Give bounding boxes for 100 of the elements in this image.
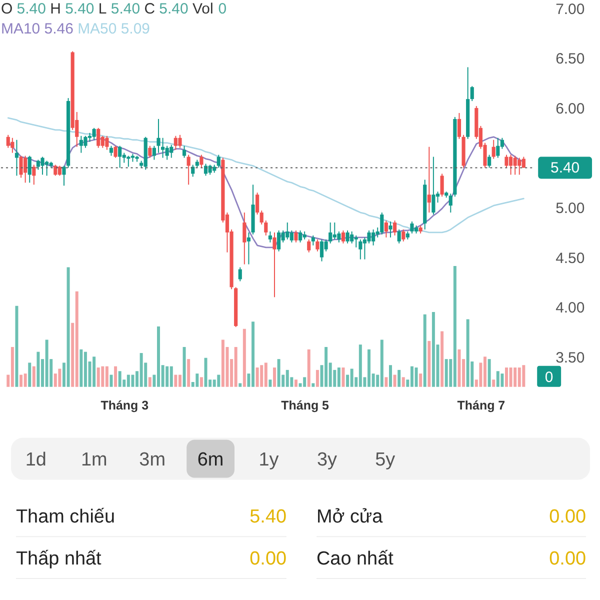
bar — [273, 368, 276, 387]
bar — [398, 370, 401, 387]
bar — [419, 374, 422, 387]
candlestick — [40, 156, 44, 176]
ref-line-label: 5.40 — [550, 160, 580, 177]
bar — [126, 374, 130, 387]
candlestick — [427, 146, 431, 214]
bar — [393, 374, 396, 387]
bar — [496, 371, 500, 387]
bar — [312, 383, 315, 387]
bar — [36, 352, 40, 387]
bar — [522, 365, 526, 387]
candlestick — [328, 222, 332, 244]
text: Tham chiếu — [16, 506, 116, 528]
candlestick — [286, 222, 290, 240]
candlestick — [362, 236, 367, 260]
candlestick — [402, 228, 406, 242]
bar — [196, 374, 199, 387]
bar — [440, 331, 444, 387]
candlestick — [118, 145, 122, 168]
candlestick — [290, 230, 294, 243]
candlestick — [186, 154, 190, 186]
text: 5.40 — [250, 506, 287, 528]
candlestick — [508, 154, 513, 176]
category-label: 6m — [197, 450, 224, 471]
bar — [140, 353, 143, 387]
candlestick — [148, 145, 152, 158]
bar — [337, 368, 340, 387]
candlestick — [246, 232, 251, 265]
candlestick — [19, 155, 23, 178]
bar — [342, 368, 345, 387]
candlestick — [496, 137, 500, 158]
x-tick-label: Tháng 5 — [281, 398, 330, 412]
bar — [28, 362, 32, 387]
candlestick — [6, 134, 10, 148]
candlestick — [320, 238, 324, 262]
bar — [20, 374, 23, 387]
bar — [110, 374, 113, 387]
bar — [234, 346, 238, 387]
category-label: 3m — [139, 450, 166, 471]
category-label: 1y — [258, 450, 280, 471]
bar — [217, 374, 220, 387]
candlestick — [432, 156, 436, 216]
y-tick-label: 3.50 — [556, 349, 585, 366]
candlestick — [518, 157, 522, 176]
bar — [350, 368, 354, 387]
bar — [15, 306, 18, 387]
candlestick — [388, 221, 392, 238]
candlestick — [316, 238, 320, 252]
bar — [380, 340, 384, 387]
category-label: 1m — [80, 450, 108, 471]
bar — [303, 377, 306, 387]
text: O 5.40 H 5.40 L 5.40 C 5.40 Vol 0 — [1, 0, 227, 18]
candlestick — [36, 159, 40, 170]
bar — [388, 365, 392, 387]
bar — [166, 366, 169, 387]
bar — [148, 377, 152, 387]
candlestick — [62, 165, 66, 186]
candlestick — [178, 134, 182, 148]
bar — [92, 356, 96, 387]
candlestick — [165, 145, 169, 160]
text: Thấp nhất — [16, 548, 102, 570]
bar — [518, 368, 521, 387]
bar — [423, 314, 426, 387]
bar — [432, 312, 435, 387]
line-series — [7, 117, 524, 234]
candlestick — [264, 220, 268, 236]
bar — [131, 374, 134, 387]
bar — [466, 319, 470, 387]
y-tick-label: 5.00 — [556, 200, 585, 218]
candlestick — [307, 238, 311, 253]
bar — [402, 377, 405, 387]
bar — [307, 349, 310, 387]
bar — [260, 365, 264, 387]
candlestick — [170, 144, 174, 158]
candlestick — [200, 154, 204, 168]
bar — [256, 368, 259, 387]
candlestick — [152, 145, 156, 160]
text: 0 — [544, 368, 554, 386]
bar — [204, 358, 208, 387]
candlestick — [256, 192, 260, 216]
bar — [358, 344, 362, 387]
x-tick-label: Tháng 7 — [457, 398, 506, 412]
candlestick — [96, 127, 100, 148]
candlestick — [311, 234, 315, 246]
bar — [444, 359, 448, 387]
category-label: 5y — [375, 450, 396, 471]
bar — [264, 362, 268, 387]
candlestick — [337, 230, 341, 243]
bar — [174, 374, 178, 387]
y-tick-label: 6.00 — [556, 100, 585, 118]
candlestick — [397, 228, 401, 244]
candlestick — [92, 127, 96, 140]
candlestick — [341, 230, 346, 244]
text: Cao nhất — [316, 548, 394, 570]
bar — [509, 368, 512, 387]
bar — [277, 359, 280, 387]
candlestick — [260, 210, 264, 225]
candlestick — [298, 230, 302, 243]
candlestick — [384, 220, 388, 238]
